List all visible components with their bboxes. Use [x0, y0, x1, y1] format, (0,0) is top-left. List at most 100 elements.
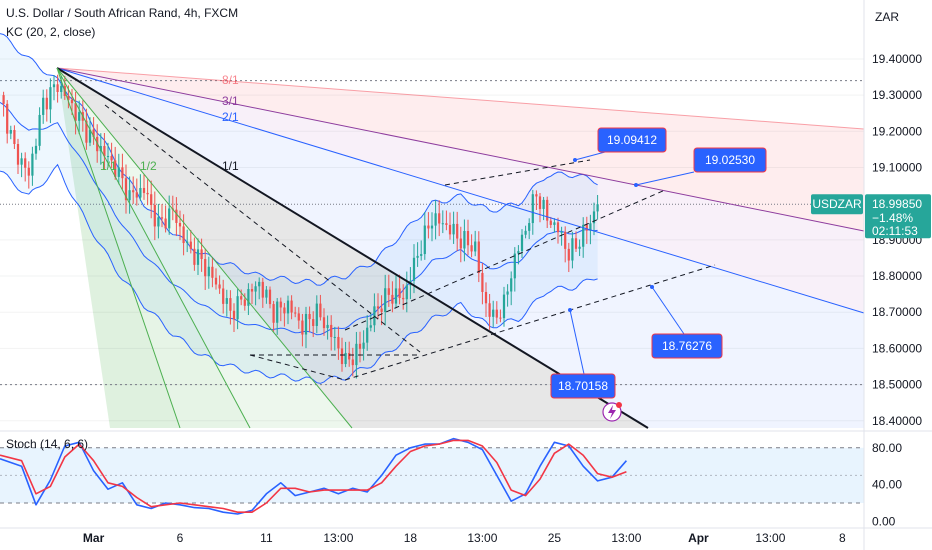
candle[interactable] — [337, 326, 340, 360]
candle[interactable] — [186, 229, 189, 253]
fan-1-2-line[interactable] — [56, 67, 353, 429]
candle[interactable] — [2, 91, 5, 117]
candle[interactable] — [110, 142, 113, 168]
candle[interactable] — [272, 300, 275, 332]
candle[interactable] — [229, 290, 232, 325]
dashed-trend-line[interactable] — [344, 264, 716, 381]
candle[interactable] — [297, 307, 300, 329]
candle[interactable] — [466, 219, 470, 256]
candle[interactable] — [182, 214, 185, 256]
fan-8-1-line[interactable] — [56, 67, 865, 130]
candle[interactable] — [279, 297, 282, 322]
candle[interactable] — [308, 306, 311, 333]
candle[interactable] — [463, 219, 466, 262]
candle[interactable] — [369, 312, 372, 332]
candle[interactable] — [441, 210, 444, 234]
candle[interactable] — [571, 231, 574, 269]
candle[interactable] — [189, 229, 192, 254]
dashed-trend-line[interactable] — [249, 354, 346, 381]
candle[interactable] — [225, 289, 228, 317]
candle[interactable] — [387, 274, 390, 307]
candle[interactable] — [405, 271, 408, 313]
candle[interactable] — [398, 274, 401, 305]
candle[interactable] — [290, 295, 293, 320]
candle[interactable] — [16, 138, 20, 175]
fan-1-4-line[interactable] — [56, 67, 181, 429]
alert-icon[interactable] — [602, 402, 622, 422]
price-callout[interactable]: 18.76276 — [650, 285, 723, 359]
candle[interactable] — [49, 78, 52, 124]
candle[interactable] — [214, 268, 218, 290]
candle[interactable] — [276, 298, 279, 335]
candle[interactable] — [416, 242, 419, 267]
candle[interactable] — [211, 256, 214, 288]
candle[interactable] — [117, 153, 120, 185]
candle[interactable] — [243, 293, 246, 311]
fan-3-1-line[interactable] — [56, 67, 865, 232]
candle[interactable] — [495, 301, 498, 324]
fan-1-1-line[interactable] — [56, 67, 649, 429]
kc-lower-band[interactable] — [0, 163, 598, 384]
candle[interactable] — [9, 125, 12, 140]
candle[interactable] — [326, 315, 329, 340]
candle[interactable] — [124, 164, 128, 214]
candle[interactable] — [146, 179, 149, 206]
candle[interactable] — [56, 74, 59, 103]
candle[interactable] — [20, 152, 23, 178]
candle[interactable] — [164, 205, 167, 233]
candle[interactable] — [286, 295, 290, 325]
price-callout[interactable]: 19.09412 — [573, 127, 667, 162]
candle[interactable] — [592, 202, 596, 236]
candle[interactable] — [283, 303, 286, 327]
candle[interactable] — [344, 341, 347, 368]
candle[interactable] — [528, 218, 531, 240]
candle[interactable] — [128, 176, 131, 214]
fan-2-1-line[interactable] — [56, 67, 865, 314]
candle[interactable] — [459, 226, 462, 263]
candle[interactable] — [153, 191, 156, 241]
candle[interactable] — [546, 196, 549, 229]
dashed-trend-line[interactable] — [344, 189, 666, 331]
candle[interactable] — [31, 146, 34, 186]
candle[interactable] — [157, 203, 160, 239]
candle[interactable] — [319, 294, 322, 321]
candle[interactable] — [582, 217, 585, 258]
candle[interactable] — [139, 174, 142, 202]
candle[interactable] — [52, 75, 56, 101]
candle[interactable] — [175, 197, 178, 237]
candle[interactable] — [150, 180, 153, 219]
candle[interactable] — [38, 107, 41, 151]
candle[interactable] — [13, 125, 16, 150]
candle[interactable] — [420, 240, 423, 261]
candle[interactable] — [506, 284, 509, 307]
candle[interactable] — [538, 193, 542, 223]
candle[interactable] — [312, 311, 315, 338]
candle[interactable] — [265, 286, 268, 304]
candle[interactable] — [168, 195, 171, 235]
candle[interactable] — [92, 117, 95, 145]
candle[interactable] — [78, 100, 81, 135]
candle[interactable] — [394, 274, 398, 308]
fan-1-3-line[interactable] — [56, 67, 251, 429]
candle[interactable] — [45, 89, 48, 122]
candle[interactable] — [513, 247, 516, 292]
candle[interactable] — [524, 225, 527, 239]
candle[interactable] — [488, 294, 491, 330]
candle[interactable] — [596, 195, 599, 220]
candle[interactable] — [358, 331, 362, 363]
candle[interactable] — [218, 275, 221, 294]
candle[interactable] — [510, 271, 513, 306]
candle[interactable] — [294, 306, 297, 318]
candle[interactable] — [132, 176, 135, 204]
candle[interactable] — [222, 279, 225, 314]
candle[interactable] — [492, 300, 495, 328]
candle[interactable] — [34, 138, 38, 160]
candle[interactable] — [574, 231, 578, 253]
candle[interactable] — [261, 277, 264, 308]
price-callout[interactable]: 18.70158 — [550, 308, 616, 399]
candle[interactable] — [520, 229, 524, 258]
candle[interactable] — [268, 286, 272, 309]
candle[interactable] — [196, 238, 200, 275]
symbol-tag[interactable]: USDZAR 18.99850−1.48%02:11:53 — [811, 194, 931, 239]
candle[interactable] — [232, 303, 236, 333]
